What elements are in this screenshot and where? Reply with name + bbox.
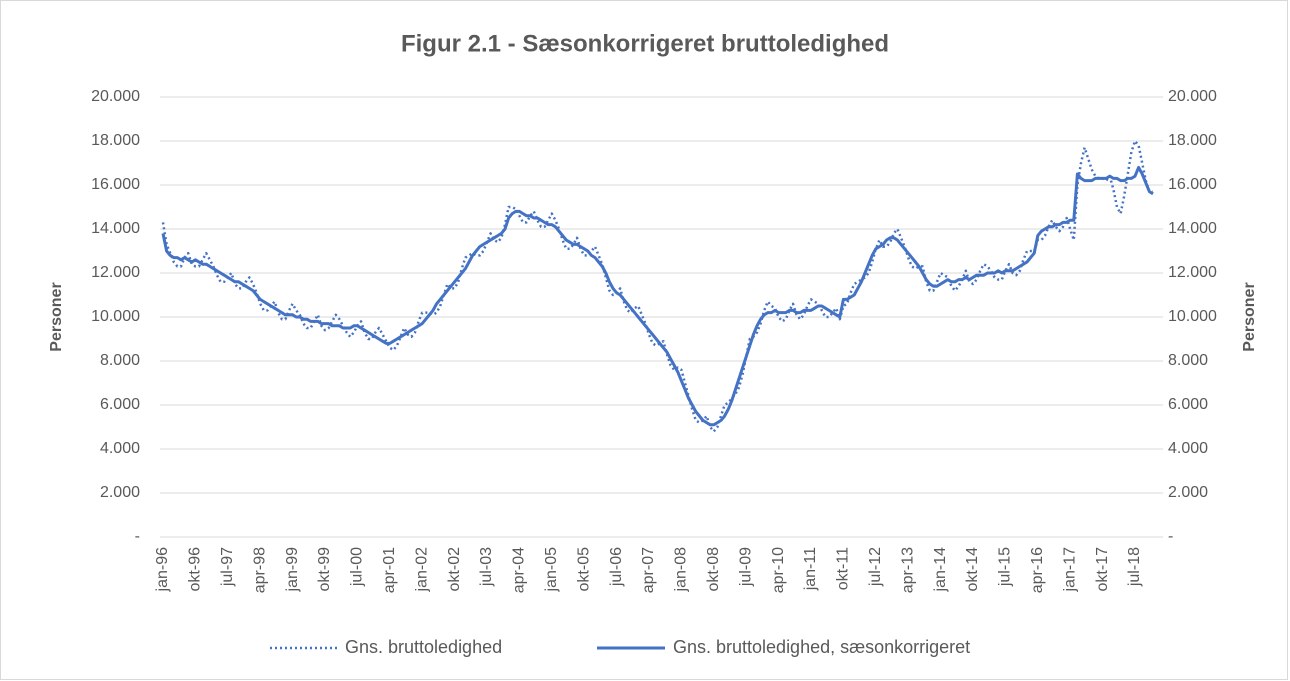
y-axis-title: Personer	[48, 282, 65, 351]
x-tick-label: jul-12	[867, 547, 884, 587]
x-tick-label: jan-05	[543, 547, 560, 593]
x-tick-label: jan-99	[284, 547, 301, 593]
x-tick-label: okt-99	[316, 547, 333, 592]
x-tick-label: okt-96	[187, 547, 204, 592]
y-tick-label: 10.000	[91, 308, 140, 325]
y-tick-label: 18.000	[91, 132, 140, 149]
x-tick-label: apr-10	[770, 547, 787, 593]
y-tick-label: 14.000	[91, 220, 140, 237]
x-tick-label: jan-02	[413, 547, 430, 593]
y-tick-label: 8.000	[100, 352, 140, 369]
chart-title: Figur 2.1 - Sæsonkorrigeret bruttoledigh…	[401, 30, 889, 57]
x-tick-label: jul-09	[737, 547, 754, 587]
series-line	[161, 165, 1154, 427]
y-tick-label: 16.000	[91, 176, 140, 193]
legend-label: Gns. bruttoledighed, sæsonkorrigeret	[673, 637, 970, 657]
y-tick-label: 20.000	[91, 88, 140, 105]
x-tick-label: okt-05	[575, 547, 592, 592]
x-tick-label: apr-16	[1029, 547, 1046, 593]
x-tick-label: jan-17	[1061, 547, 1078, 593]
y2-tick-label: 12.000	[1168, 264, 1217, 281]
x-tick-label: apr-13	[899, 547, 916, 593]
x-tick-label: apr-04	[511, 547, 528, 593]
x-tick-label: jan-14	[932, 547, 949, 593]
x-tick-label: okt-02	[446, 547, 463, 592]
x-tick-label: okt-14	[964, 547, 981, 592]
x-tick-label: jan-08	[673, 547, 690, 593]
y2-tick-label: 6.000	[1168, 396, 1208, 413]
y-tick-label: 4.000	[100, 440, 140, 457]
x-tick-label: jul-03	[478, 547, 495, 587]
y2-tick-label: 16.000	[1168, 176, 1217, 193]
y2-tick-label: 18.000	[1168, 132, 1217, 149]
y-tick-label: -	[135, 528, 140, 545]
y2-tick-label: -	[1168, 528, 1173, 545]
y2-tick-label: 4.000	[1168, 440, 1208, 457]
x-tick-label: apr-01	[381, 547, 398, 593]
y2-tick-label: 2.000	[1168, 484, 1208, 501]
y2-tick-label: 14.000	[1168, 220, 1217, 237]
x-tick-label: jul-15	[997, 547, 1014, 587]
legend-label: Gns. bruttoledighed	[345, 637, 502, 657]
x-tick-label: apr-98	[251, 547, 268, 593]
x-tick-label: okt-08	[705, 547, 722, 592]
x-tick-label: jan-96	[154, 547, 171, 593]
x-tick-label: okt-17	[1094, 547, 1111, 592]
y-tick-label: 12.000	[91, 264, 140, 281]
y2-tick-label: 8.000	[1168, 352, 1208, 369]
x-tick-label: apr-07	[640, 547, 657, 593]
y2-axis-title: Personer	[1241, 282, 1258, 351]
series-line	[161, 139, 1153, 433]
x-tick-label: jan-11	[802, 547, 819, 591]
x-tick-label: okt-11	[835, 547, 852, 590]
x-tick-label: jul-97	[219, 547, 236, 587]
x-tick-label: jul-18	[1126, 547, 1143, 587]
y-tick-label: 6.000	[100, 396, 140, 413]
y-tick-label: 2.000	[100, 484, 140, 501]
y2-tick-label: 10.000	[1168, 308, 1217, 325]
y2-tick-label: 20.000	[1168, 88, 1217, 105]
x-tick-label: jul-06	[608, 547, 625, 587]
x-tick-label: jul-00	[349, 547, 366, 587]
